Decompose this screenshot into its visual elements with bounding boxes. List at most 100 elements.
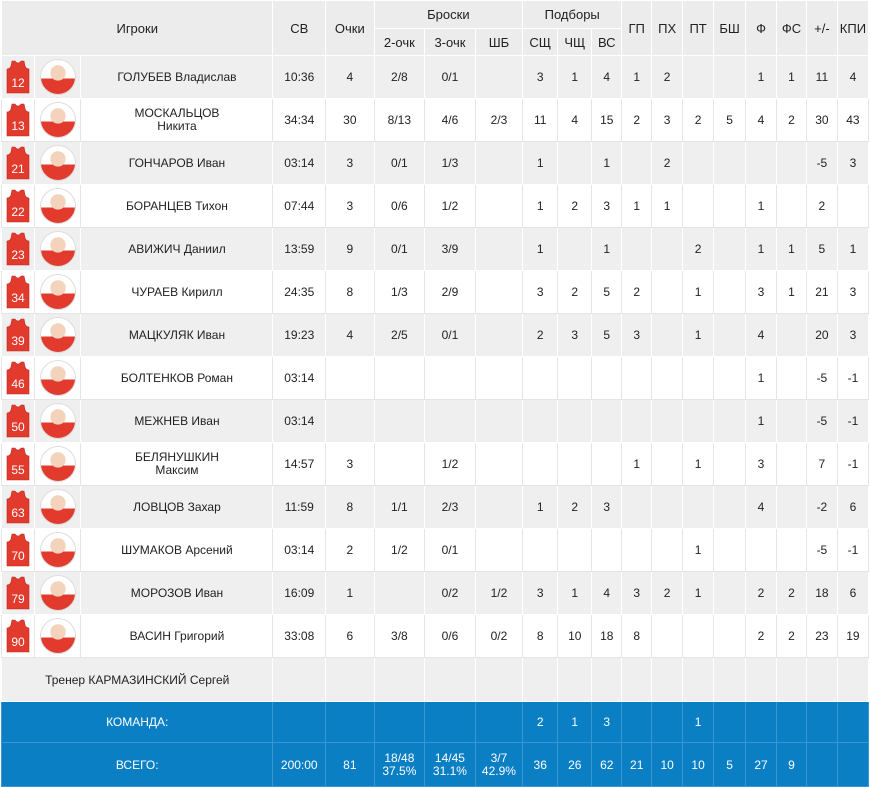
total-row: ВСЕГО: 200:00 81 18/48 37.5% 14/45 31.1% 3… <box>0 742 870 787</box>
player-avatar[interactable] <box>39 360 76 396</box>
player-name-line1[interactable]: ВАСИН Григорий <box>129 628 225 643</box>
stat-three <box>424 399 476 443</box>
player-avatar[interactable] <box>39 532 76 568</box>
stat-pm: -5 <box>805 528 838 572</box>
player-row[interactable]: 90 ВАСИН Григорий 33:08 6 3/8 0/6 0/2 8 10 18 8 2 2 2… <box>0 614 870 658</box>
player-name[interactable]: МОРОЗОВ Иван <box>80 571 274 615</box>
stat-time: 10:36 <box>272 55 327 99</box>
stat-three: 0/1 <box>424 313 476 357</box>
stat-to: 2 <box>651 55 684 99</box>
stat-to: 3 <box>651 98 684 142</box>
player-name-line1[interactable]: МЕЖНЕВ Иван <box>134 413 220 428</box>
player-avatar[interactable] <box>39 274 76 310</box>
player-row[interactable]: 34 ЧУРАЕВ Кирилл 24:35 8 1/3 2/9 3 2 5 2 1 3 1 21 3 <box>0 270 870 314</box>
jersey-number: 34 <box>11 291 25 305</box>
player-name[interactable]: МОСКАЛЬЦОВ Никита <box>80 98 274 142</box>
stat-pts: 9 <box>325 227 375 271</box>
header-stl: ПТ <box>682 0 715 56</box>
player-name-line1[interactable]: БОРАНЦЕВ Тихон <box>126 198 228 213</box>
player-name-line1[interactable]: ШУМАКОВ Арсений <box>121 542 233 557</box>
player-name[interactable]: БЕЛЯНУШКИН Максим <box>80 442 274 486</box>
player-row[interactable]: 21 ГОНЧАРОВ Иван 03:14 3 0/1 1/3 1 1 2 -5 3 <box>0 141 870 185</box>
player-name-line1[interactable]: БОЛТЕНКОВ Роман <box>120 370 233 385</box>
player-name-line1[interactable]: ЧУРАЕВ Кирилл <box>131 284 223 299</box>
player-row[interactable]: 50 МЕЖНЕВ Иван 03:14 1 -5 -1 <box>0 399 870 443</box>
player-name-line2[interactable]: Максим <box>155 463 199 477</box>
player-avatar[interactable] <box>39 188 76 224</box>
stat-three: 0/1 <box>424 528 476 572</box>
player-avatar[interactable] <box>39 145 76 181</box>
stat-off <box>557 356 593 400</box>
player-name[interactable]: АВИЖИЧ Даниил <box>80 227 274 271</box>
player-avatar[interactable] <box>39 446 76 482</box>
jersey-cell: 55 <box>0 442 36 486</box>
player-name-line1[interactable]: МАЦКУЛЯК Иван <box>128 327 226 342</box>
stat-pm: 23 <box>805 614 838 658</box>
stat-time: 14:57 <box>272 442 327 486</box>
stat-two: 1/1 <box>373 485 426 529</box>
player-row[interactable]: 22 БОРАНЦЕВ Тихон 07:44 3 0/6 1/2 1 2 3 1 1 1 2 <box>0 184 870 228</box>
coach-name[interactable]: Тренер КАРМАЗИНСКИЙ Сергей <box>0 657 274 702</box>
player-name[interactable]: МАЦКУЛЯК Иван <box>80 313 274 357</box>
stat-fd <box>776 356 807 400</box>
header-off: ЧЩ <box>557 28 593 56</box>
player-name[interactable]: БОЛТЕНКОВ Роман <box>80 356 274 400</box>
jersey-icon: 39 <box>6 318 30 352</box>
player-name-line1[interactable]: АВИЖИЧ Даниил <box>128 241 226 256</box>
player-name-line2[interactable]: Никита <box>157 119 197 133</box>
player-name[interactable]: БОРАНЦЕВ Тихон <box>80 184 274 228</box>
stat-stl: 1 <box>682 571 715 615</box>
stat-off <box>557 442 593 486</box>
player-row[interactable]: 70 ШУМАКОВ Арсений 03:14 2 1/2 0/1 1 -5 -1 <box>0 528 870 572</box>
player-name[interactable]: ЧУРАЕВ Кирилл <box>80 270 274 314</box>
player-row[interactable]: 79 МОРОЗОВ Иван 16:09 1 0/2 1/2 3 1 4 3 2 1 2 2 18 6 <box>0 571 870 615</box>
jersey-number: 23 <box>11 248 25 262</box>
stat-ast <box>621 528 653 572</box>
player-name[interactable]: ЛОВЦОВ Захар <box>80 485 274 529</box>
player-name[interactable]: ГОЛУБЕВ Владислав <box>80 55 274 99</box>
player-row[interactable]: 63 ЛОВЦОВ Захар 11:59 8 1/1 2/3 1 2 3 4 -2 6 <box>0 485 870 529</box>
jersey-cell: 22 <box>0 184 36 228</box>
player-name[interactable]: ГОНЧАРОВ Иван <box>80 141 274 185</box>
player-avatar[interactable] <box>39 59 76 95</box>
player-avatar[interactable] <box>39 317 76 353</box>
player-avatar[interactable] <box>39 489 76 525</box>
player-row[interactable]: 55 БЕЛЯНУШКИН Максим 14:57 3 1/2 1 1 3 7 -1 <box>0 442 870 486</box>
stat-eff: -1 <box>836 528 870 572</box>
stat-time: 07:44 <box>272 184 327 228</box>
jersey-icon: 22 <box>6 189 30 223</box>
header-tot: ВС <box>591 28 623 56</box>
stat-pf: 2 <box>745 614 777 658</box>
player-avatar[interactable] <box>39 618 76 654</box>
player-row[interactable]: 39 МАЦКУЛЯК Иван 19:23 4 2/5 0/1 2 3 5 3 1 4 20 3 <box>0 313 870 357</box>
stat-tot <box>591 528 623 572</box>
stat-pf: 4 <box>745 98 777 142</box>
player-name-line1[interactable]: ЛОВЦОВ Захар <box>133 499 221 514</box>
player-name[interactable]: ВАСИН Григорий <box>80 614 274 658</box>
player-avatar[interactable] <box>39 231 76 267</box>
stat-fd: 1 <box>776 55 807 99</box>
player-name-line1[interactable]: ГОЛУБЕВ Владислав <box>117 69 237 84</box>
jersey-number: 90 <box>11 635 25 649</box>
stat-eff: 4 <box>836 55 870 99</box>
total-ast: 21 <box>621 742 653 787</box>
player-avatar[interactable] <box>39 403 76 439</box>
stat-to <box>651 399 684 443</box>
player-row[interactable]: 46 БОЛТЕНКОВ Роман 03:14 1 -5 -1 <box>0 356 870 400</box>
player-name-line1[interactable]: БЕЛЯНУШКИН <box>134 450 219 464</box>
player-name[interactable]: МЕЖНЕВ Иван <box>80 399 274 443</box>
player-name-line1[interactable]: ГОНЧАРОВ Иван <box>128 155 226 170</box>
stat-fd <box>776 442 807 486</box>
player-name-line1[interactable]: МОСКАЛЬЦОВ <box>134 106 220 120</box>
player-avatar[interactable] <box>39 102 76 138</box>
stat-blk <box>713 313 747 357</box>
player-row[interactable]: 23 АВИЖИЧ Даниил 13:59 9 0/1 3/9 1 1 2 1 1 5 1 <box>0 227 870 271</box>
player-name[interactable]: ШУМАКОВ Арсений <box>80 528 274 572</box>
total-pts: 81 <box>325 742 375 787</box>
stat-pf <box>745 141 777 185</box>
player-row[interactable]: 13 МОСКАЛЬЦОВ Никита 34:34 30 8/13 4/6 2/3 11 4 15… <box>0 98 870 142</box>
jersey-icon: 12 <box>6 60 30 94</box>
player-avatar[interactable] <box>39 575 76 611</box>
player-name-line1[interactable]: МОРОЗОВ Иван <box>130 585 224 600</box>
player-row[interactable]: 12 ГОЛУБЕВ Владислав 10:36 4 2/8 0/1 3 1 4 1 2 1 1 11… <box>0 55 870 99</box>
